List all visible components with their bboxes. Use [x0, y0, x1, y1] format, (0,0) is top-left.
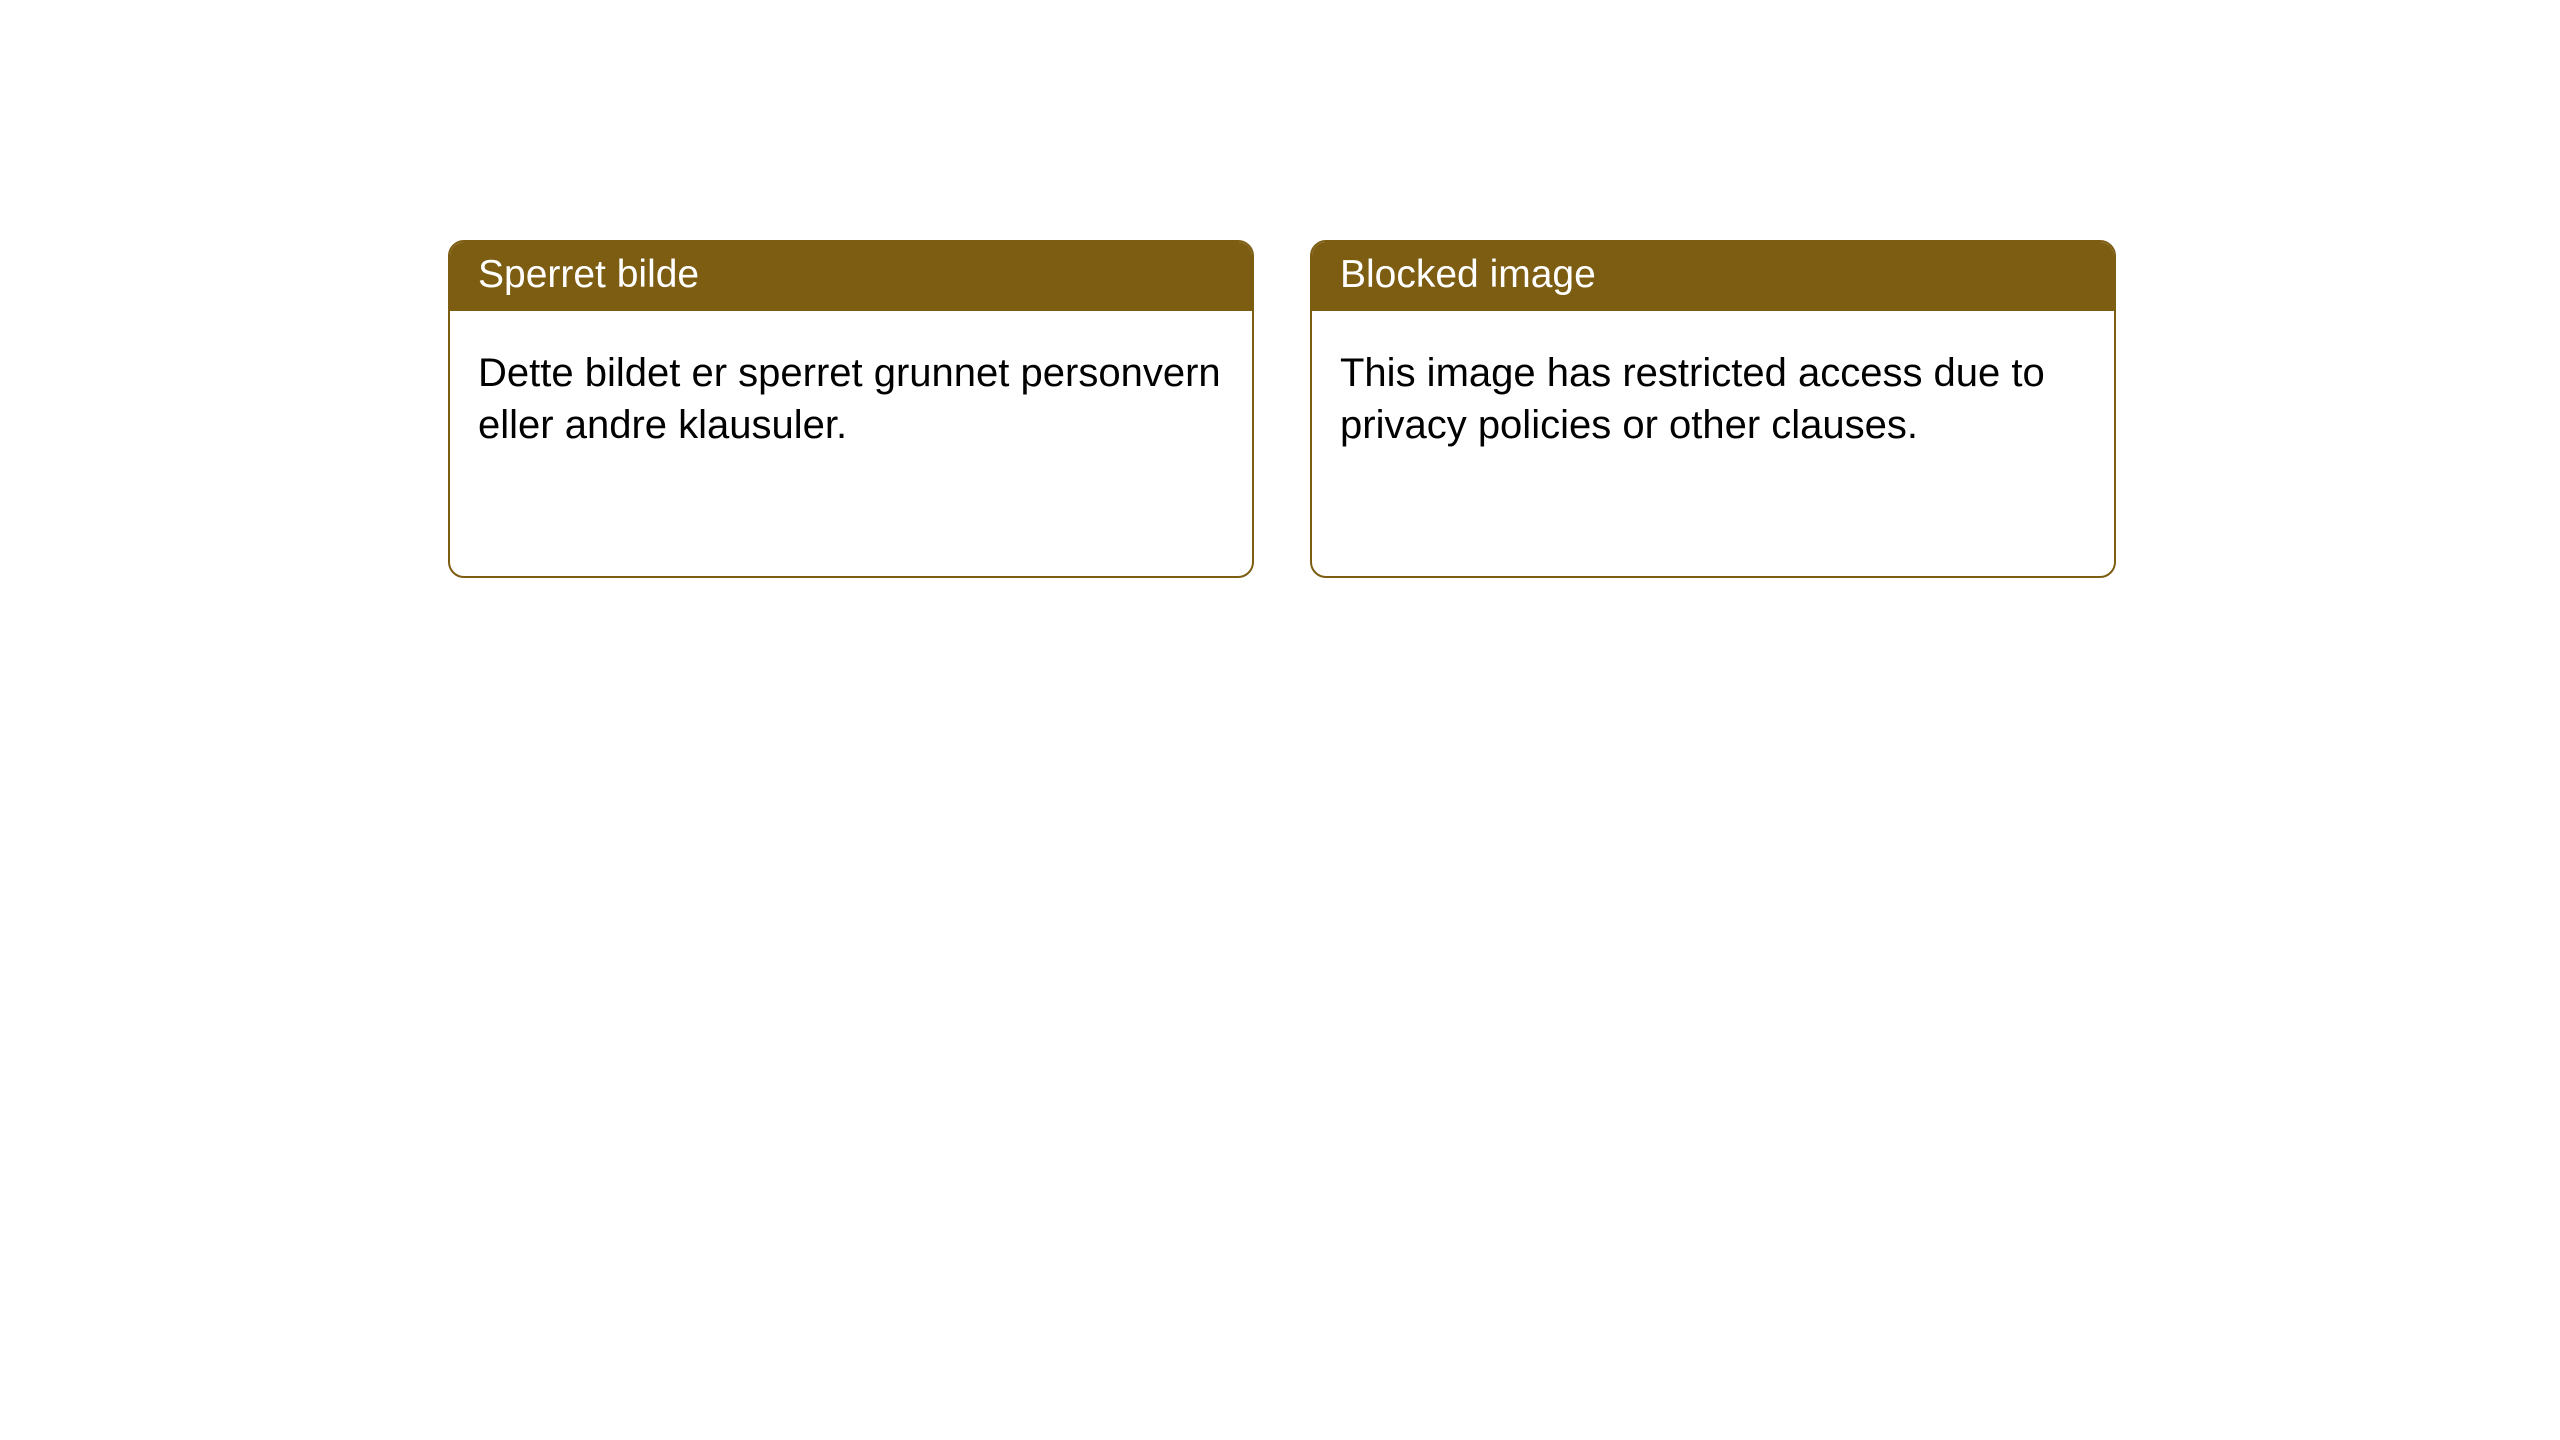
- notice-header-english: Blocked image: [1312, 242, 2114, 311]
- notice-title: Sperret bilde: [478, 253, 699, 296]
- notice-card-norwegian: Sperret bilde Dette bildet er sperret gr…: [448, 240, 1254, 578]
- notice-text: This image has restricted access due to …: [1340, 351, 2045, 448]
- notice-text: Dette bildet er sperret grunnet personve…: [478, 351, 1221, 448]
- notice-header-norwegian: Sperret bilde: [450, 242, 1252, 311]
- notice-body-english: This image has restricted access due to …: [1312, 311, 2114, 481]
- notice-card-english: Blocked image This image has restricted …: [1310, 240, 2116, 578]
- notice-body-norwegian: Dette bildet er sperret grunnet personve…: [450, 311, 1252, 481]
- notice-title: Blocked image: [1340, 253, 1596, 296]
- notice-container: Sperret bilde Dette bildet er sperret gr…: [0, 0, 2560, 578]
